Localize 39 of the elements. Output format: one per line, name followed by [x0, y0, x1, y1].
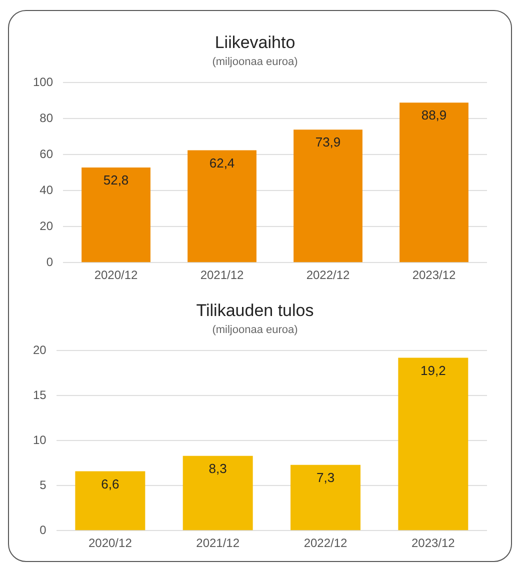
y-tick-label: 0	[46, 254, 54, 269]
x-tick-label: 2021/12	[196, 536, 240, 550]
x-tick-label: 2020/12	[94, 268, 138, 282]
y-tick-label: 100	[32, 74, 54, 89]
data-label: 7,3	[316, 470, 335, 485]
x-tick-label: 2023/12	[412, 268, 456, 282]
y-tick-label: 5	[40, 478, 47, 492]
bar	[294, 130, 362, 262]
x-tick-label: 2022/12	[306, 268, 350, 282]
data-label: 19,2	[420, 362, 446, 378]
chart-title: Liikevaihto	[214, 32, 296, 52]
y-tick-label: 20	[32, 342, 47, 357]
chart-subtitle: (miljoonaa euroa)	[212, 56, 298, 68]
bar	[290, 464, 360, 530]
bar	[182, 456, 253, 530]
y-tick-label: 20	[40, 218, 54, 233]
y-tick-label: 10	[32, 432, 47, 447]
data-label: 6,6	[101, 476, 120, 492]
x-tick-label: 2022/12	[304, 536, 348, 550]
data-label: 88,9	[421, 108, 447, 123]
x-tick-label: 2023/12	[411, 536, 456, 550]
bar	[398, 358, 468, 530]
data-label: 73,9	[315, 134, 341, 150]
y-tick-label: 15	[32, 388, 47, 402]
y-tick-label: 40	[40, 182, 54, 197]
y-tick-label: 60	[40, 146, 54, 161]
chart-title: Tilikauden tulos	[196, 300, 314, 320]
chart-subtitle: (miljoonaa euroa)	[212, 324, 298, 336]
y-tick-label: 0	[40, 522, 47, 537]
data-label: 62,4	[209, 155, 235, 170]
bar	[188, 150, 256, 262]
x-tick-label: 2020/12	[88, 536, 132, 550]
bar	[400, 102, 468, 262]
bar	[75, 471, 146, 530]
x-tick-label: 2021/12	[200, 268, 244, 282]
bar	[82, 168, 150, 262]
data-label: 52,8	[103, 172, 129, 188]
data-label: 8,3	[208, 460, 227, 476]
y-tick-label: 80	[40, 110, 54, 125]
